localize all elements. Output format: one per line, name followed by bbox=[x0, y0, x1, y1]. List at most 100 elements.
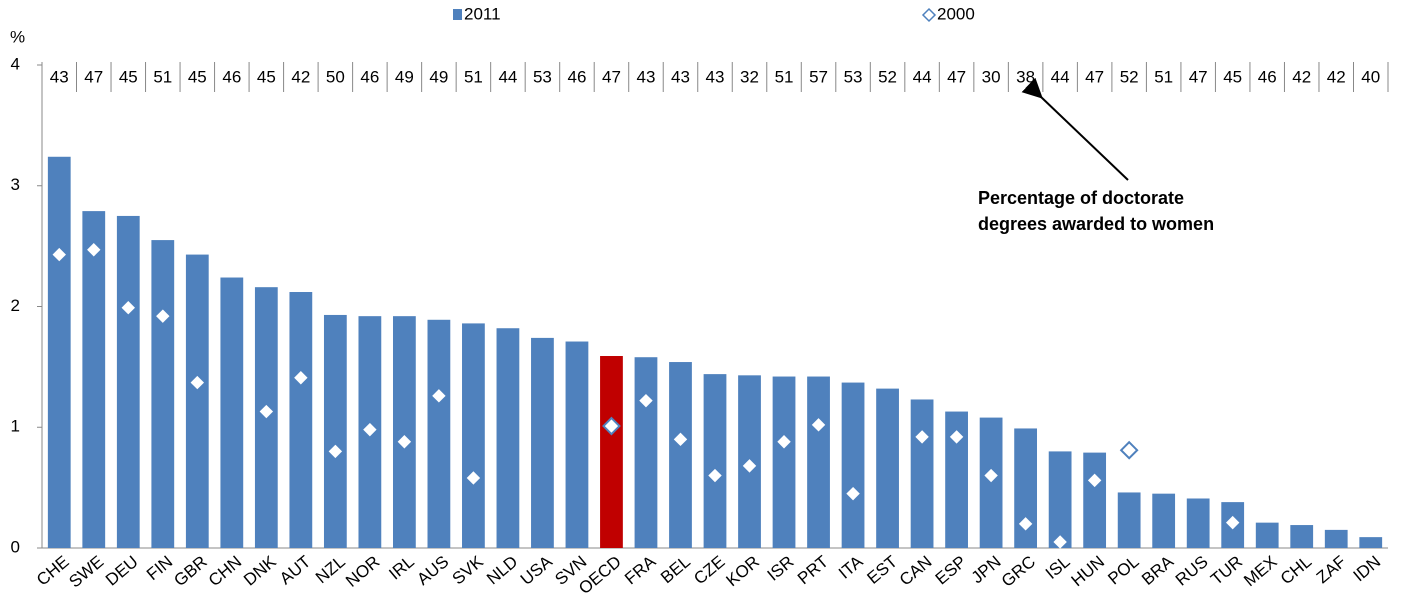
top-label: 40 bbox=[1361, 67, 1380, 86]
x-tick-label: DNK bbox=[240, 552, 280, 590]
bar bbox=[1324, 529, 1348, 548]
marker bbox=[397, 435, 412, 449]
bar bbox=[1290, 525, 1314, 548]
y-tick-label: 1 bbox=[11, 417, 20, 436]
bar bbox=[1014, 428, 1038, 548]
marker bbox=[190, 375, 205, 390]
bar bbox=[116, 215, 140, 548]
bar bbox=[1152, 493, 1176, 548]
bar bbox=[427, 319, 451, 548]
y-tick-label: 3 bbox=[11, 175, 20, 194]
marker bbox=[363, 422, 377, 437]
bar bbox=[1359, 537, 1383, 548]
x-tick-label: KOR bbox=[723, 552, 763, 590]
top-label: 52 bbox=[878, 67, 897, 86]
x-tick-label: NLD bbox=[483, 552, 521, 588]
legend-swatch bbox=[921, 7, 937, 23]
marker bbox=[466, 471, 481, 485]
bar bbox=[910, 399, 934, 548]
top-label: 42 bbox=[291, 67, 310, 86]
plot: 0 1 2 3 4 CHE 43 SWE 47 DEU 45 FIN 51 GBR 45 CHN 46 DNK 45… bbox=[11, 54, 1389, 598]
bar bbox=[289, 292, 313, 548]
x-tick-label: NOR bbox=[342, 552, 383, 591]
x-tick-label: HUN bbox=[1068, 552, 1108, 590]
x-tick-label: CHL bbox=[1277, 552, 1315, 588]
top-label: 43 bbox=[637, 67, 656, 86]
top-label: 47 bbox=[1085, 67, 1104, 86]
x-tick-label: CHN bbox=[205, 552, 245, 590]
top-label: 44 bbox=[1051, 67, 1070, 86]
top-label: 42 bbox=[1327, 67, 1346, 86]
top-label: 44 bbox=[913, 67, 932, 86]
marker bbox=[1225, 515, 1240, 530]
bar bbox=[841, 382, 865, 548]
marker bbox=[1018, 517, 1033, 531]
marker bbox=[949, 430, 964, 444]
top-label: 47 bbox=[947, 67, 966, 86]
y-tick-label: 2 bbox=[11, 296, 20, 315]
top-label: 47 bbox=[602, 67, 621, 86]
x-tick-label: SVK bbox=[449, 552, 488, 589]
top-label: 50 bbox=[326, 67, 345, 86]
top-label: 38 bbox=[1016, 67, 1035, 86]
marker bbox=[602, 416, 621, 436]
top-label: 49 bbox=[395, 67, 414, 86]
top-label: 51 bbox=[464, 67, 483, 86]
bar bbox=[1255, 522, 1279, 548]
x-tick-label: POL bbox=[1104, 552, 1142, 588]
top-label: 53 bbox=[844, 67, 863, 86]
bar bbox=[1048, 451, 1072, 548]
top-label: 45 bbox=[119, 67, 138, 86]
x-tick-label: EST bbox=[863, 552, 901, 588]
marker bbox=[294, 371, 308, 385]
bar bbox=[496, 328, 520, 548]
marker bbox=[121, 300, 135, 315]
x-tick-label: CZE bbox=[690, 552, 728, 588]
top-label: 43 bbox=[706, 67, 725, 86]
bar bbox=[945, 411, 968, 548]
top-label: 51 bbox=[153, 67, 172, 86]
bar bbox=[876, 388, 899, 548]
annotation-arrow bbox=[1021, 77, 1129, 181]
marker bbox=[328, 444, 343, 459]
top-label: 47 bbox=[1189, 67, 1208, 86]
x-tick-label: TUR bbox=[1207, 552, 1246, 589]
x-tick-label: ESP bbox=[932, 552, 970, 588]
y-tick-label: 0 bbox=[11, 537, 20, 556]
bar bbox=[703, 374, 727, 548]
top-label: 46 bbox=[1258, 67, 1277, 86]
legend: 2011 2000 bbox=[453, 4, 975, 23]
top-label: 43 bbox=[671, 67, 690, 86]
bar bbox=[1186, 498, 1210, 548]
marker bbox=[432, 389, 446, 403]
top-label: 46 bbox=[222, 67, 241, 86]
top-label: 43 bbox=[50, 67, 69, 86]
marker bbox=[777, 435, 791, 449]
marker bbox=[708, 468, 722, 483]
marker bbox=[1087, 473, 1102, 488]
annotation: Percentage of doctorate bbox=[978, 188, 1184, 208]
marker bbox=[811, 418, 826, 432]
marker bbox=[639, 393, 653, 408]
x-tick-label: FRA bbox=[621, 552, 660, 589]
bar bbox=[323, 314, 347, 548]
bar bbox=[565, 341, 589, 548]
x-tick-label: BRA bbox=[1138, 552, 1177, 589]
top-label: 51 bbox=[1154, 67, 1173, 86]
marker bbox=[259, 404, 274, 419]
marker bbox=[156, 309, 170, 323]
bar bbox=[634, 357, 658, 548]
bar bbox=[807, 376, 830, 548]
x-tick-label: NZL bbox=[312, 552, 349, 587]
legend-label: 2011 bbox=[464, 4, 501, 23]
marker bbox=[673, 432, 688, 447]
top-label: 51 bbox=[775, 67, 794, 86]
top-label: 45 bbox=[257, 67, 276, 86]
bar bbox=[392, 316, 416, 548]
bar bbox=[185, 254, 209, 548]
marker bbox=[984, 468, 998, 483]
marker bbox=[742, 459, 757, 473]
marker bbox=[915, 430, 929, 444]
x-tick-label: GBR bbox=[170, 552, 210, 590]
